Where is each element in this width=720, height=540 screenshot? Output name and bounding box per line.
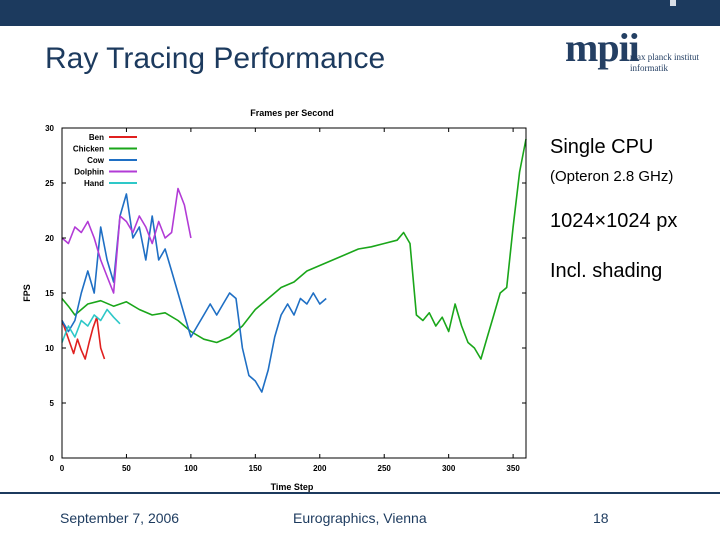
bullet-resolution: 1024×1024 px bbox=[550, 210, 678, 232]
x-tick-label: 250 bbox=[378, 464, 392, 473]
logo-line1: max planck institut bbox=[630, 52, 699, 62]
legend-label-cow: Cow bbox=[87, 156, 105, 165]
fps-chart: 0 50 100 150 200 250 300 350 0 5 10 15 20 25 30 Frames… bbox=[14, 100, 540, 495]
bullet-shading: Incl. shading bbox=[550, 260, 663, 282]
chart-series bbox=[61, 138, 527, 393]
footer-venue: Eurographics, Vienna bbox=[293, 510, 427, 526]
series-line-cow bbox=[61, 193, 327, 393]
chart-title: Frames per Second bbox=[250, 108, 334, 118]
legend-label-chicken: Chicken bbox=[73, 145, 104, 154]
legend-label-hand: Hand bbox=[84, 179, 104, 188]
chart-background bbox=[14, 100, 540, 495]
y-tick-label: 20 bbox=[45, 234, 54, 243]
y-axis-label: FPS bbox=[22, 284, 32, 302]
x-tick-label: 300 bbox=[442, 464, 456, 473]
bullet-cpu-detail: (Opteron 2.8 GHz) bbox=[550, 168, 674, 185]
mpii-logo: mpii max planck institut informatik bbox=[565, 25, 699, 80]
x-tick-label: 350 bbox=[506, 464, 520, 473]
footer-date: September 7, 2006 bbox=[60, 510, 180, 526]
series-line-hand bbox=[61, 308, 121, 343]
chart-ticks: 0 50 100 150 200 250 300 350 0 5 10 15 20 25 30 bbox=[45, 124, 526, 473]
bullet-cpu: Single CPU bbox=[550, 136, 654, 158]
x-tick-label: 150 bbox=[249, 464, 263, 473]
top-bar bbox=[0, 0, 720, 26]
y-tick-label: 25 bbox=[45, 179, 54, 188]
slide-title: Ray Tracing Performance bbox=[45, 42, 386, 75]
x-tick-label: 50 bbox=[122, 464, 131, 473]
legend-label-dolphin: Dolphin bbox=[74, 168, 104, 177]
logo-line2: informatik bbox=[630, 63, 668, 73]
y-tick-label: 30 bbox=[45, 124, 54, 133]
chart-legend: Ben Chicken Cow Dolphin Hand bbox=[73, 133, 137, 188]
x-tick-label: 100 bbox=[184, 464, 198, 473]
y-tick-label: 0 bbox=[50, 454, 55, 463]
top-bar-mark bbox=[670, 0, 676, 6]
series-line-dolphin bbox=[61, 187, 192, 294]
logo-letters: mpii bbox=[565, 25, 640, 70]
series-line-ben bbox=[61, 316, 106, 360]
x-tick-label: 200 bbox=[313, 464, 327, 473]
y-tick-label: 10 bbox=[45, 344, 54, 353]
y-tick-label: 15 bbox=[45, 289, 54, 298]
footer-page-number: 18 bbox=[593, 510, 609, 526]
x-tick-label: 0 bbox=[60, 464, 65, 473]
footer-line bbox=[0, 492, 720, 494]
y-tick-label: 5 bbox=[50, 399, 55, 408]
series-line-chicken bbox=[61, 138, 527, 360]
legend-label-ben: Ben bbox=[89, 133, 104, 142]
x-axis-label: Time Step bbox=[271, 482, 314, 492]
